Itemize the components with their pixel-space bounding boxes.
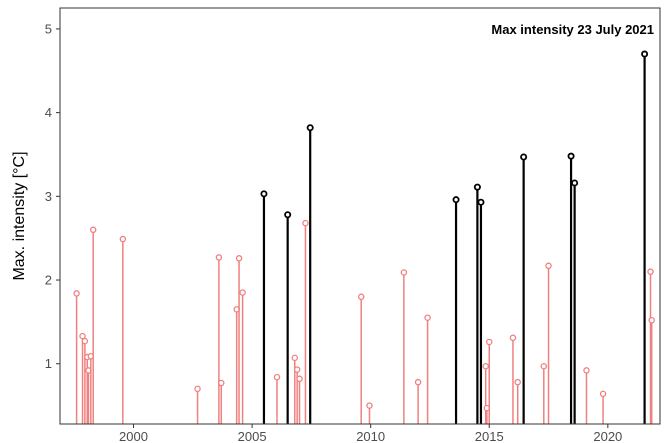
- point: [218, 379, 225, 387]
- point-highlight: [567, 152, 575, 160]
- point-highlight: [306, 124, 314, 132]
- x-tick-label: 2010: [356, 429, 385, 443]
- point-highlight: [520, 153, 528, 161]
- y-tick-label: 2: [45, 273, 52, 288]
- point: [194, 385, 201, 393]
- point: [79, 332, 86, 340]
- point: [235, 255, 243, 262]
- x-axis: 2000 2005 2010 2015 2020: [119, 424, 622, 443]
- x-tick-label: 2000: [119, 429, 148, 443]
- point-highlight: [571, 179, 579, 187]
- point: [599, 390, 607, 398]
- point: [89, 226, 97, 234]
- point: [648, 316, 655, 324]
- point: [485, 338, 493, 346]
- point-highlight: [452, 196, 460, 204]
- point-highlight: [477, 198, 485, 206]
- point-highlight: [473, 183, 481, 191]
- point: [400, 269, 408, 276]
- point: [293, 366, 301, 373]
- point: [215, 254, 223, 261]
- point-highlight: [641, 50, 649, 58]
- point-highlight: [284, 211, 292, 219]
- point: [540, 362, 548, 370]
- y-tick-label: 1: [45, 356, 52, 371]
- y-tick-label: 4: [45, 105, 52, 120]
- point: [366, 402, 373, 409]
- point: [119, 235, 127, 243]
- point: [424, 314, 431, 321]
- point: [482, 362, 489, 370]
- point: [81, 337, 89, 345]
- x-tick-label: 2020: [593, 429, 622, 443]
- point: [357, 293, 365, 301]
- point: [509, 334, 517, 342]
- x-tick-label: 2015: [475, 429, 504, 443]
- point: [414, 378, 422, 386]
- chart-annotation: Max intensity 23 July 2021: [491, 22, 654, 37]
- point: [239, 289, 246, 296]
- point: [545, 262, 552, 270]
- point: [302, 219, 309, 227]
- y-axis-label: Max. intensity [°C]: [11, 151, 28, 280]
- y-tick-label: 5: [45, 21, 52, 36]
- point: [583, 367, 590, 374]
- point: [73, 290, 80, 297]
- plot-frame: [59, 7, 661, 425]
- point: [273, 373, 281, 381]
- data-marks: [73, 50, 655, 424]
- point: [647, 268, 654, 275]
- point-highlight: [260, 190, 268, 198]
- y-tick-label: 3: [45, 189, 52, 204]
- point: [514, 378, 521, 386]
- y-axis: 1 2 3 4 5: [45, 21, 60, 371]
- x-tick-label: 2005: [238, 429, 267, 443]
- point: [291, 354, 299, 362]
- point: [296, 375, 303, 383]
